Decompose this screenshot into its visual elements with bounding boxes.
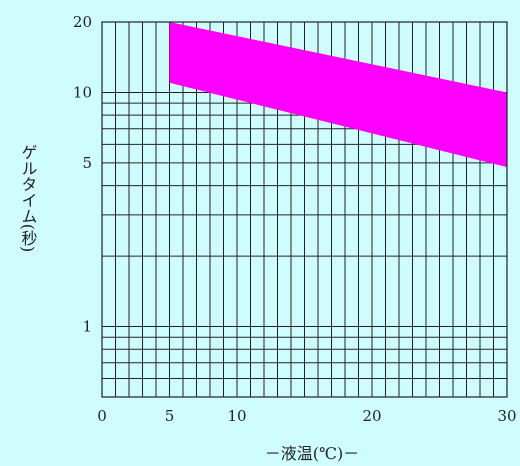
x-tick-label: 20 [362,407,381,425]
y-tick-label: 10 [73,83,92,101]
x-axis-label: －液温(℃)－ [265,444,359,463]
plot-frame [101,21,508,398]
x-tick-label: 30 [497,407,516,425]
y-tick-label: 20 [73,13,92,31]
x-tick-labels: 0 5 10 20 30 [97,407,516,425]
plot-frame-layer [101,21,508,398]
y-tick-label: 1 [82,318,92,336]
x-tick-label: 5 [165,407,175,425]
x-tick-label: 0 [97,407,107,425]
gel-time-band [169,22,507,168]
y-axis-label: ゲルタイム(秒) [19,144,38,252]
band-layer [169,22,507,168]
y-tick-labels: 1 5 10 20 [73,13,92,336]
y-tick-label: 5 [82,154,92,172]
x-tick-label: 10 [227,407,246,425]
